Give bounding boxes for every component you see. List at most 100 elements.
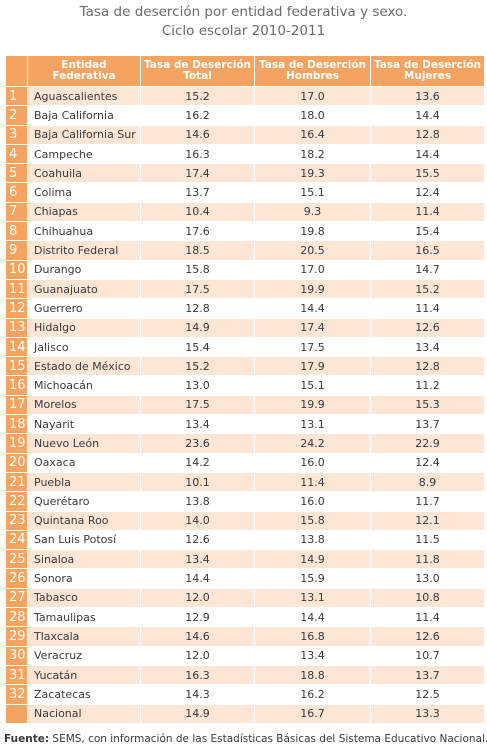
row-index: 13	[5, 317, 28, 338]
rate-cell: 15.4	[140, 336, 255, 358]
state-name: Querétaro	[27, 491, 141, 512]
rate-cell: 12.1	[370, 510, 485, 531]
header-line: Entidad	[61, 59, 107, 71]
row-index: 32	[5, 684, 28, 705]
rate-cell: 16.0	[254, 491, 371, 512]
footer: Fuente: SEMS, con información de las Est…	[4, 733, 487, 745]
rate-cell: 14.9	[254, 549, 371, 570]
rate-cell: 13.7	[140, 182, 255, 203]
table-row: 31 Yucatán 16.3 18.8 13.7	[5, 664, 485, 686]
table-row: 21 Puebla 10.1 11.4 8.9	[5, 471, 485, 493]
row-index: 1	[5, 85, 28, 107]
rate-cell: 18.5	[140, 240, 255, 261]
table-row: 15 Estado de México 15.2 17.9 12.8	[5, 356, 485, 377]
state-name: Morelos	[27, 394, 141, 416]
state-name: Tabasco	[27, 587, 141, 609]
rate-cell: 19.8	[254, 221, 371, 242]
row-index: 21	[5, 471, 28, 493]
row-index: 23	[5, 510, 28, 531]
row-index: 8	[5, 221, 28, 242]
table-row: 4 Campeche 16.3 18.2 14.4	[5, 143, 485, 165]
state-name: Sonora	[27, 568, 141, 589]
row-index	[5, 703, 28, 724]
rate-cell: 12.0	[140, 645, 255, 666]
table-row: Nacional 14.9 16.7 13.3	[5, 703, 485, 724]
rate-cell: 12.8	[140, 298, 255, 319]
rate-cell: 12.6	[370, 626, 485, 647]
state-name: Durango	[27, 259, 141, 280]
rate-cell: 14.3	[140, 684, 255, 705]
table-row: 7 Chiapas 10.4 9.3 11.4	[5, 201, 485, 223]
header-line: Hombres	[285, 70, 339, 82]
rate-cell: 15.2	[140, 356, 255, 377]
table-row: 13 Hidalgo 14.9 17.4 12.6	[5, 317, 485, 338]
rate-cell: 17.5	[140, 394, 255, 416]
row-index: 4	[5, 143, 28, 165]
state-name: Nuevo León	[27, 433, 141, 454]
table-row: 3 Baja California Sur 14.6 16.4 12.8	[5, 124, 485, 145]
table: Entidad Federativa Tasa de Deserción Total T…	[5, 55, 485, 724]
rate-cell: 16.5	[370, 240, 485, 261]
state-name: Guanajuato	[27, 278, 141, 300]
state-name: San Luis Potosí	[27, 529, 141, 551]
table-row: 24 San Luis Potosí 12.6 13.8 11.5	[5, 529, 485, 551]
rate-cell: 13.4	[254, 645, 371, 666]
header-line: Tasa de Deserción	[143, 59, 252, 71]
header-line: Federativa	[52, 70, 116, 82]
row-index: 28	[5, 607, 28, 628]
table-row: 23 Quintana Roo 14.0 15.8 12.1	[5, 510, 485, 531]
rate-cell: 11.4	[370, 201, 485, 223]
table-row: 22 Querétaro 13.8 16.0 11.7	[5, 491, 485, 512]
table-row: 9 Distrito Federal 18.5 20.5 16.5	[5, 240, 485, 261]
rate-cell: 17.0	[254, 259, 371, 280]
rate-cell: 12.4	[370, 182, 485, 203]
rate-cell: 18.8	[254, 664, 371, 686]
rate-cell: 15.1	[254, 375, 371, 396]
header-cell: Tasa de Deserción Mujeres	[370, 55, 485, 87]
rate-cell: 11.4	[370, 607, 485, 628]
header-line: Tasa de Deserción	[373, 59, 482, 71]
rate-cell: 17.5	[140, 278, 255, 300]
rate-cell: 17.5	[254, 336, 371, 358]
rate-cell: 17.9	[254, 356, 371, 377]
row-index: 18	[5, 414, 28, 435]
rate-cell: 24.2	[254, 433, 371, 454]
rate-cell: 14.4	[254, 607, 371, 628]
title: Tasa de deserción por entidad federativa…	[0, 3, 487, 41]
rate-cell: 12.6	[370, 317, 485, 338]
rate-cell: 11.7	[370, 491, 485, 512]
row-index: 9	[5, 240, 28, 261]
title-line: Tasa de deserción por entidad federativa…	[79, 4, 408, 20]
state-name: Baja California Sur	[27, 124, 141, 145]
rate-cell: 11.5	[370, 529, 485, 551]
rate-cell: 15.2	[140, 85, 255, 107]
rate-cell: 12.6	[140, 529, 255, 551]
state-name: Aguascalientes	[27, 85, 141, 107]
row-index: 31	[5, 664, 28, 686]
rate-cell: 14.9	[140, 703, 255, 724]
rate-cell: 16.4	[254, 124, 371, 145]
rate-cell: 16.3	[140, 143, 255, 165]
rate-cell: 12.8	[370, 124, 485, 145]
rate-cell: 13.7	[370, 664, 485, 686]
rate-cell: 19.9	[254, 278, 371, 300]
table-row: 12 Guerrero 12.8 14.4 11.4	[5, 298, 485, 319]
table-row: 20 Oaxaca 14.2 16.0 12.4	[5, 452, 485, 473]
state-name: Tamaulipas	[27, 607, 141, 628]
state-name: Chihuahua	[27, 221, 141, 242]
row-index: 17	[5, 394, 28, 416]
table-row: 25 Sinaloa 13.4 14.9 11.8	[5, 549, 485, 570]
row-index: 12	[5, 298, 28, 319]
state-name: Jalisco	[27, 336, 141, 358]
rate-cell: 16.0	[254, 452, 371, 473]
state-name: Hidalgo	[27, 317, 141, 338]
rate-cell: 18.0	[254, 105, 371, 126]
state-name: Guerrero	[27, 298, 141, 319]
rate-cell: 19.3	[254, 163, 371, 184]
table-body: 1 Aguascalientes 15.2 17.0 13.6 2 Baja Califor…	[5, 85, 485, 724]
row-index: 2	[5, 105, 28, 126]
rate-cell: 14.9	[140, 317, 255, 338]
rate-cell: 20.5	[254, 240, 371, 261]
rate-cell: 13.8	[140, 491, 255, 512]
